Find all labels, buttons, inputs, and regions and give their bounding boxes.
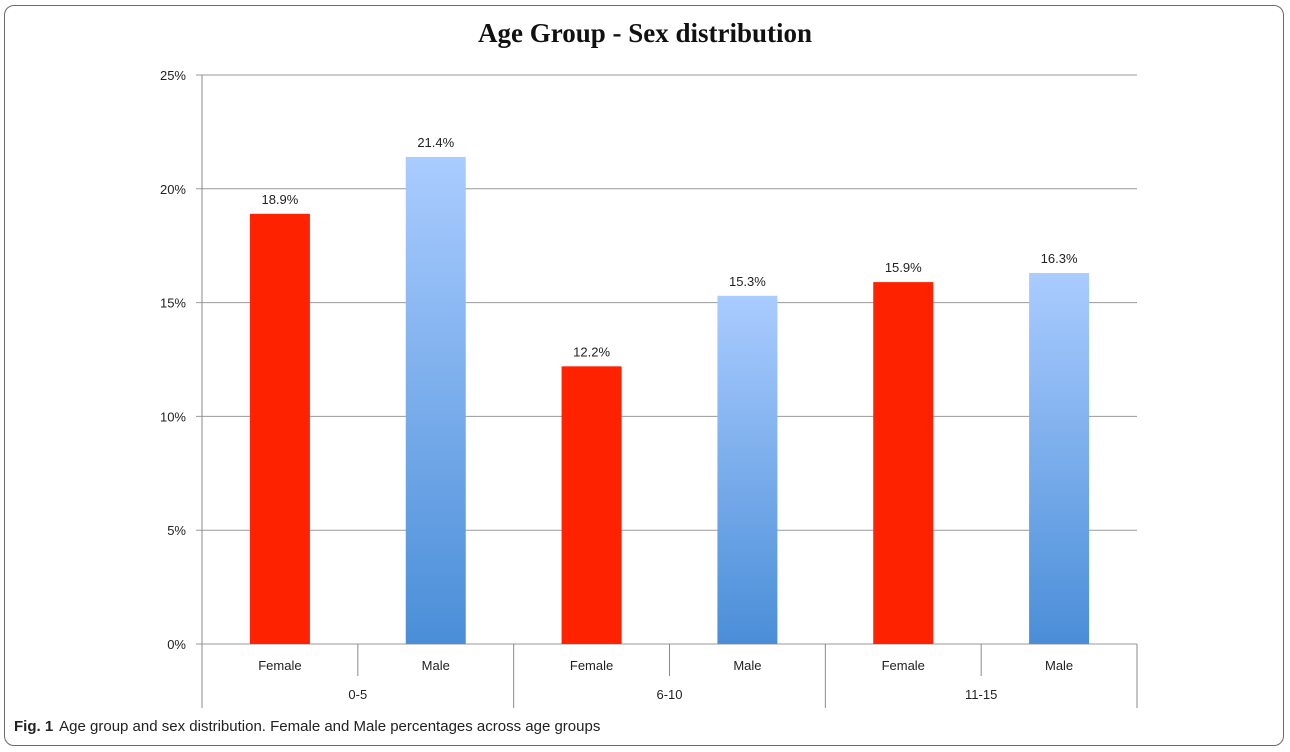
bar-female-0 xyxy=(249,213,310,644)
data-label-0: 18.9% xyxy=(261,192,298,207)
group-label-2: 11-15 xyxy=(965,687,997,702)
chart-title: Age Group - Sex distribution xyxy=(477,18,813,48)
figure-caption: Fig. 1 Age group and sex distribution. Fe… xyxy=(14,718,1274,735)
bar-male-5 xyxy=(1029,273,1090,644)
y-tick-label-3: 15% xyxy=(160,296,186,311)
data-label-1: 21.4% xyxy=(417,135,454,150)
data-label-3: 15.3% xyxy=(729,274,766,289)
bar-male-1 xyxy=(405,156,466,644)
group-label-1: 6-10 xyxy=(656,687,682,702)
category-label-3: Male xyxy=(733,658,761,673)
y-tick-label-5: 25% xyxy=(160,68,186,83)
y-tick-label-2: 10% xyxy=(160,409,186,424)
category-label-2: Female xyxy=(570,658,613,673)
data-label-2: 12.2% xyxy=(573,344,610,359)
category-label-4: Female xyxy=(882,658,925,673)
bar-female-2 xyxy=(561,366,622,644)
y-tick-label-4: 20% xyxy=(160,182,186,197)
data-label-5: 16.3% xyxy=(1041,251,1078,266)
bar-male-3 xyxy=(717,295,778,644)
bar-female-4 xyxy=(873,282,934,644)
category-label-1: Male xyxy=(422,658,450,673)
caption-text: Age group and sex distribution. Female a… xyxy=(59,718,601,735)
y-tick-label-1: 5% xyxy=(167,523,186,538)
data-label-4: 15.9% xyxy=(885,260,922,275)
caption-label: Fig. 1 xyxy=(14,718,54,735)
group-label-0: 0-5 xyxy=(348,687,367,702)
category-label-5: Male xyxy=(1045,658,1073,673)
y-tick-label-0: 0% xyxy=(167,637,186,652)
category-label-0: Female xyxy=(258,658,301,673)
